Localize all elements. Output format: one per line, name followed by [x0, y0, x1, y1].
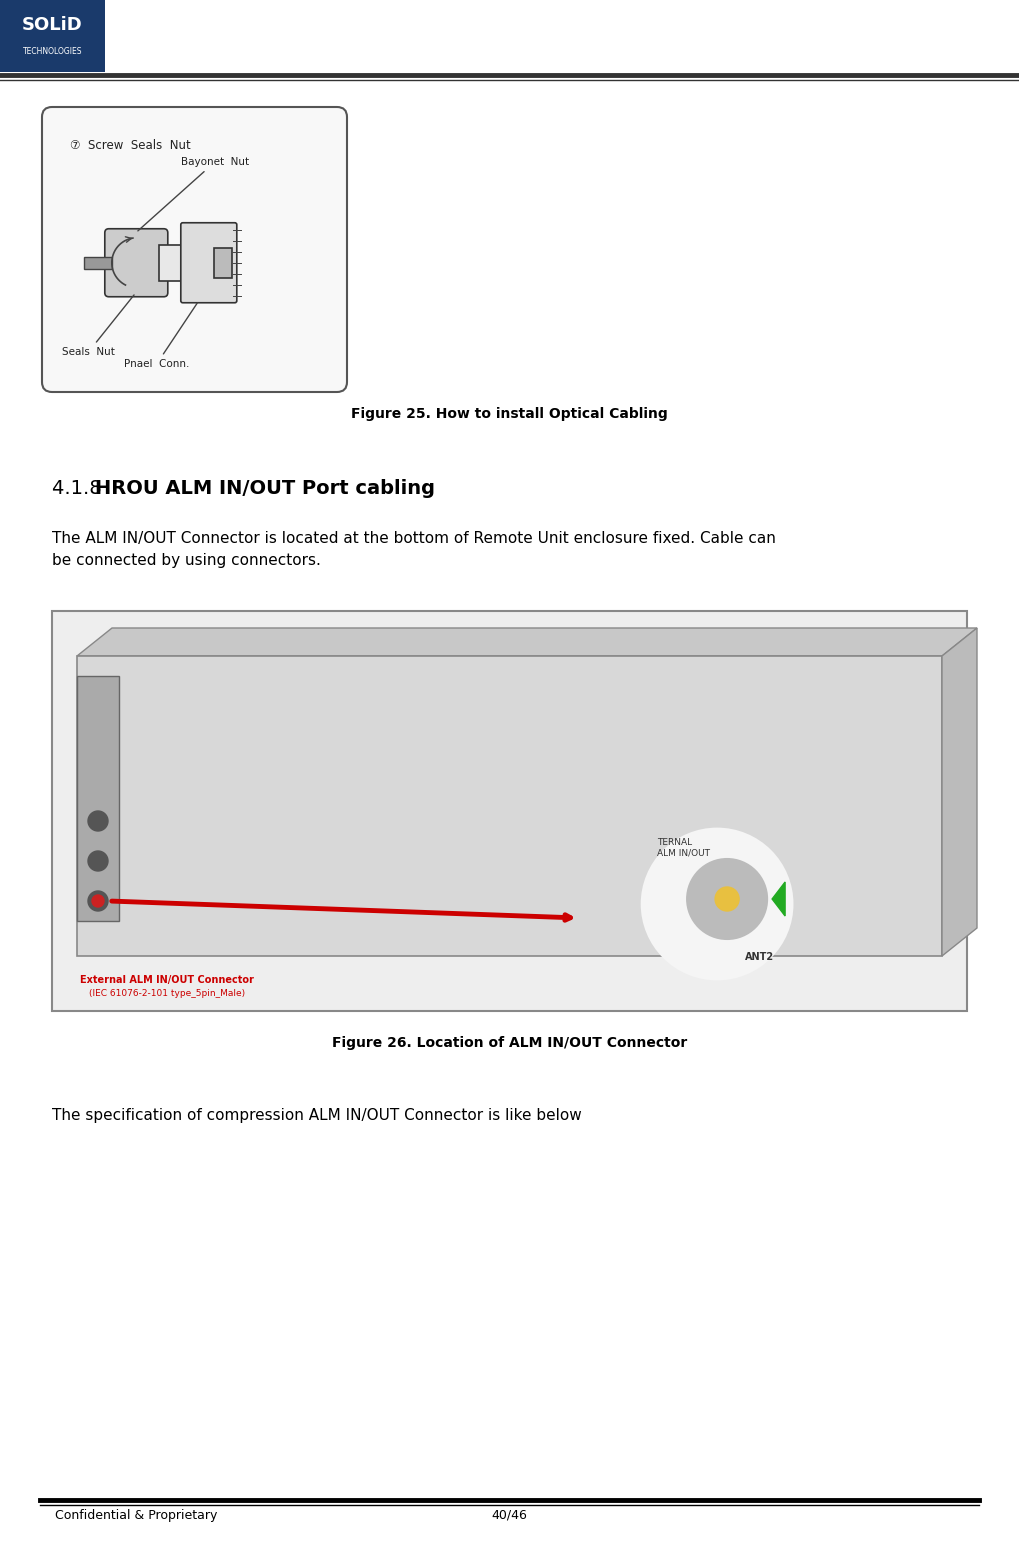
Circle shape: [642, 829, 792, 979]
Bar: [159, 244, 183, 282]
Polygon shape: [942, 629, 977, 956]
Circle shape: [88, 891, 108, 910]
Text: HROU ALM IN/OUT Port cabling: HROU ALM IN/OUT Port cabling: [95, 479, 435, 497]
FancyBboxPatch shape: [42, 106, 347, 393]
Text: TERNAL
ALM IN/OUT: TERNAL ALM IN/OUT: [657, 838, 710, 857]
Text: External ALM IN/OUT Connector: External ALM IN/OUT Connector: [81, 974, 254, 985]
Polygon shape: [77, 629, 977, 655]
Bar: [77, 655, 942, 956]
Text: TECHNOLOGIES: TECHNOLOGIES: [22, 47, 83, 56]
Text: The specification of compression ALM IN/OUT Connector is like below: The specification of compression ALM IN/…: [52, 1107, 582, 1123]
Text: Seals  Nut: Seals Nut: [62, 296, 135, 357]
Circle shape: [92, 895, 104, 907]
Text: Figure 25. How to install Optical Cabling: Figure 25. How to install Optical Cablin…: [352, 407, 667, 421]
FancyBboxPatch shape: [0, 0, 105, 72]
Text: 4.1.8: 4.1.8: [52, 479, 108, 497]
Text: SOLiD: SOLiD: [22, 16, 83, 34]
Circle shape: [687, 859, 767, 938]
Text: 40/46: 40/46: [491, 1509, 528, 1522]
Text: Figure 26. Location of ALM IN/OUT Connector: Figure 26. Location of ALM IN/OUT Connec…: [332, 1035, 687, 1049]
Text: ANT2: ANT2: [745, 951, 774, 962]
Bar: [84, 256, 112, 269]
Circle shape: [88, 851, 108, 871]
Text: (IEC 61076-2-101 type_5pin_Male): (IEC 61076-2-101 type_5pin_Male): [89, 988, 245, 998]
Text: Pnael  Conn.: Pnael Conn.: [124, 303, 198, 369]
Bar: [77, 676, 119, 921]
FancyBboxPatch shape: [105, 228, 168, 297]
FancyBboxPatch shape: [52, 612, 967, 1010]
Circle shape: [88, 812, 108, 830]
Text: Confidential & Proprietary: Confidential & Proprietary: [55, 1509, 217, 1522]
Bar: [214, 247, 231, 278]
FancyBboxPatch shape: [180, 222, 236, 303]
Circle shape: [715, 887, 739, 910]
Text: The ALM IN/OUT Connector is located at the bottom of Remote Unit enclosure fixed: The ALM IN/OUT Connector is located at t…: [52, 532, 775, 568]
Text: ⑦  Screw  Seals  Nut: ⑦ Screw Seals Nut: [70, 139, 191, 152]
Polygon shape: [772, 882, 785, 917]
Text: Bayonet  Nut: Bayonet Nut: [138, 156, 249, 231]
